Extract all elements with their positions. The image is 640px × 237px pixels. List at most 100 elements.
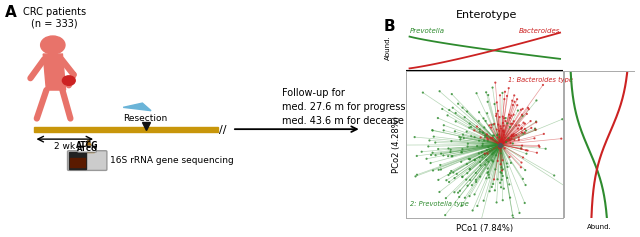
Point — [482, 132, 492, 136]
Text: Enterotype: Enterotype — [456, 10, 517, 20]
Point — [458, 175, 468, 179]
Point — [474, 119, 484, 123]
Point — [475, 160, 485, 164]
Point — [491, 153, 501, 157]
Point — [412, 154, 422, 158]
Point — [506, 122, 516, 126]
Point — [505, 116, 515, 120]
Point — [476, 136, 486, 139]
Point — [421, 157, 431, 161]
Point — [457, 175, 467, 178]
Point — [499, 129, 509, 132]
Point — [477, 142, 488, 146]
Point — [502, 162, 512, 165]
Point — [493, 123, 504, 127]
Point — [484, 123, 494, 127]
Point — [504, 113, 514, 117]
Point — [517, 131, 527, 134]
Point — [518, 177, 528, 181]
Text: Resection: Resection — [124, 114, 168, 123]
Point — [442, 114, 452, 117]
Point — [520, 168, 531, 172]
Point — [430, 141, 440, 144]
Point — [461, 162, 472, 166]
Point — [486, 148, 497, 152]
Point — [483, 137, 493, 141]
Point — [447, 92, 457, 96]
Point — [467, 183, 477, 187]
Point — [504, 182, 515, 186]
Point — [516, 108, 526, 112]
Point — [498, 115, 508, 118]
Point — [465, 122, 475, 125]
Point — [455, 189, 465, 193]
Point — [499, 116, 509, 120]
FancyBboxPatch shape — [78, 146, 97, 152]
Point — [390, 143, 400, 147]
Point — [506, 137, 516, 141]
Point — [508, 122, 518, 126]
Point — [506, 161, 516, 165]
Point — [516, 146, 526, 150]
Point — [447, 154, 457, 158]
Point — [513, 127, 523, 130]
Point — [466, 134, 476, 138]
Text: Abund.: Abund. — [588, 223, 612, 230]
Point — [470, 135, 480, 139]
Point — [495, 143, 506, 146]
Point — [477, 144, 488, 148]
Point — [412, 173, 422, 177]
Point — [516, 161, 527, 164]
Point — [488, 133, 498, 137]
Point — [517, 113, 527, 117]
Point — [448, 171, 458, 174]
Point — [490, 168, 500, 171]
Point — [479, 138, 489, 142]
Point — [476, 164, 486, 167]
Point — [492, 136, 502, 139]
Point — [496, 185, 506, 189]
Point — [489, 122, 499, 126]
Point — [516, 126, 527, 130]
Point — [511, 124, 522, 128]
Point — [521, 129, 531, 132]
FancyBboxPatch shape — [68, 151, 107, 170]
Point — [496, 146, 506, 150]
Text: Prevotella: Prevotella — [410, 28, 445, 34]
Point — [492, 128, 502, 132]
Point — [497, 169, 507, 172]
Point — [522, 149, 532, 152]
Point — [500, 136, 510, 139]
Point — [489, 134, 499, 137]
Point — [424, 139, 435, 142]
Point — [494, 135, 504, 139]
Point — [481, 91, 492, 94]
Point — [502, 94, 512, 98]
Point — [477, 150, 487, 154]
Point — [557, 117, 568, 121]
Point — [515, 211, 525, 215]
Point — [498, 198, 508, 202]
Point — [521, 148, 531, 152]
Point — [593, 205, 603, 209]
Point — [444, 180, 454, 184]
Point — [469, 192, 479, 196]
Point — [502, 165, 513, 169]
Point — [428, 129, 438, 132]
Point — [524, 107, 534, 111]
Point — [531, 128, 541, 132]
Point — [509, 134, 519, 138]
Point — [520, 201, 530, 205]
Point — [512, 97, 522, 101]
Point — [426, 153, 436, 157]
Bar — [69, 152, 86, 169]
Point — [462, 109, 472, 113]
Point — [508, 113, 518, 117]
Point — [488, 136, 498, 140]
Point — [498, 174, 508, 178]
Point — [499, 133, 509, 137]
Point — [495, 162, 506, 166]
Point — [514, 123, 524, 127]
Point — [508, 214, 518, 217]
Point — [503, 137, 513, 140]
